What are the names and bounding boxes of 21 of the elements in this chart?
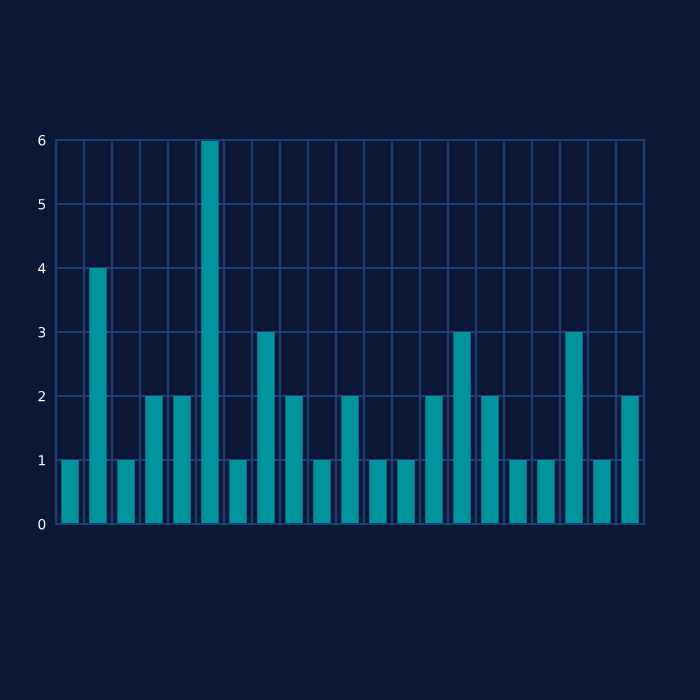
bar bbox=[229, 460, 247, 524]
bar bbox=[481, 396, 499, 524]
bar bbox=[425, 396, 443, 524]
bar bbox=[565, 332, 583, 524]
bar bbox=[369, 460, 387, 524]
bar bbox=[89, 268, 107, 524]
bar bbox=[397, 460, 415, 524]
bar bbox=[201, 140, 219, 524]
bar bbox=[341, 396, 359, 524]
bar bbox=[173, 396, 191, 524]
bar bbox=[453, 332, 471, 524]
bar bbox=[257, 332, 275, 524]
bar bbox=[145, 396, 163, 524]
bar bbox=[285, 396, 303, 524]
bar bbox=[117, 460, 135, 524]
bar bbox=[593, 460, 611, 524]
bar bbox=[313, 460, 331, 524]
bar bbox=[509, 460, 527, 524]
bar bbox=[537, 460, 555, 524]
bar bbox=[61, 460, 79, 524]
bar bbox=[621, 396, 639, 524]
